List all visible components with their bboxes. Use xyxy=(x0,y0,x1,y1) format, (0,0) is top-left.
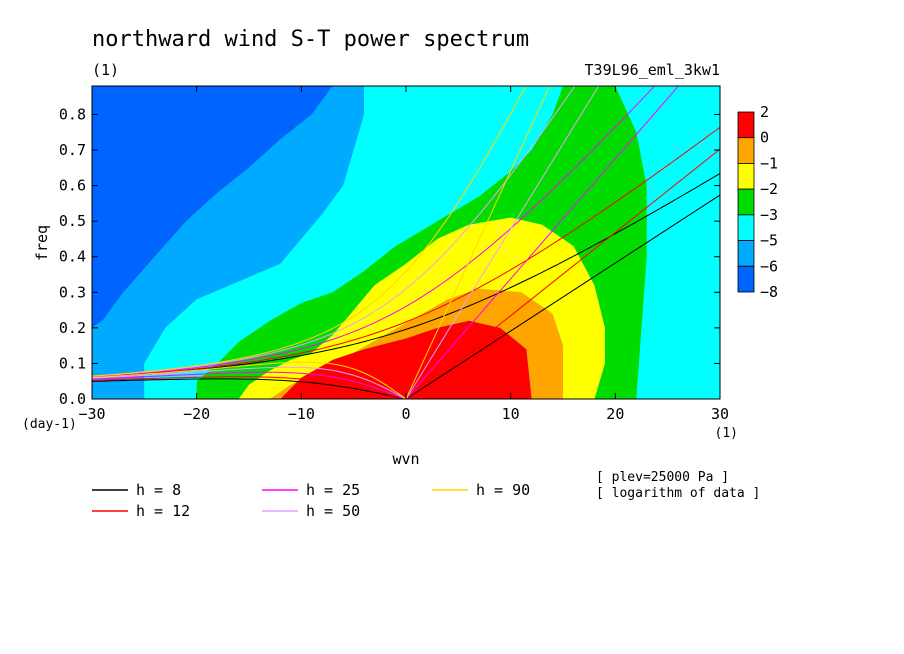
contour-region-5 xyxy=(269,288,563,399)
rossby-wave-curve-0 xyxy=(92,378,407,399)
contour-region-4 xyxy=(238,217,605,399)
contour-region-2 xyxy=(144,86,564,399)
colorbar-swatch-2 xyxy=(737,163,755,190)
rossby-wave-curve-1 xyxy=(92,376,407,399)
mrg-wave-curve-1 xyxy=(92,126,720,378)
colorbar-swatch-6 xyxy=(737,265,755,293)
x-tick-label-1: −20 xyxy=(183,405,210,423)
colorbar-label-5: −5 xyxy=(760,232,778,250)
colorbar-swatch-4 xyxy=(737,214,755,241)
x-axis-unit: (1) xyxy=(715,426,738,441)
plot-area xyxy=(92,86,720,399)
kelvin-wave-curve-3 xyxy=(405,86,600,399)
colorbar-label-7: −8 xyxy=(760,283,778,301)
y-tick-label-5: 0.5 xyxy=(59,212,86,230)
chart-subtitle-left: (1) xyxy=(92,61,119,79)
y-tick-label-2: 0.2 xyxy=(59,319,86,337)
colorbar-swatch-0 xyxy=(737,111,755,139)
annotation-logarithm: [ logarithm of data ] xyxy=(596,486,760,501)
legend-label-3: h = 50 xyxy=(306,502,360,520)
annotation-plev: [ plev=25000 Pa ] xyxy=(596,470,729,485)
legend: h = 8 h = 12 h = 25 h = 50 h = 90 xyxy=(92,481,530,520)
contour-region-1 xyxy=(92,86,365,399)
kelvin-wave-curve-1 xyxy=(405,148,720,399)
y-axis-ticks: 0.0 0.1 0.2 0.3 0.4 0.5 0.6 0.7 0.8 xyxy=(59,105,720,408)
kelvin-wave-curve-2 xyxy=(405,86,680,399)
y-tick-label-4: 0.4 xyxy=(59,248,86,266)
contour-region-0 xyxy=(92,86,333,328)
rossby-wave-curve-3 xyxy=(92,366,407,399)
y-axis-unit: (day-1) xyxy=(22,417,77,432)
legend-label-2: h = 25 xyxy=(306,481,360,499)
x-tick-label-5: 20 xyxy=(606,405,624,423)
colorbar-label-6: −6 xyxy=(760,257,778,275)
colorbar-label-4: −3 xyxy=(760,206,778,224)
colorbar-swatch-1 xyxy=(737,137,755,164)
x-tick-label-0: −30 xyxy=(78,405,105,423)
legend-label-4: h = 90 xyxy=(476,481,530,499)
x-tick-label-6: 30 xyxy=(711,405,729,423)
y-tick-label-8: 0.8 xyxy=(59,105,86,123)
chart-subtitle-right: T39L96_eml_3kw1 xyxy=(585,61,720,79)
y-tick-label-6: 0.6 xyxy=(59,177,86,195)
dispersion-curves xyxy=(92,86,720,399)
colorbar-swatch-5 xyxy=(737,240,755,267)
contour-regions xyxy=(92,86,647,399)
kelvin-wave-curve-4 xyxy=(405,86,551,399)
chart-title: northward wind S-T power spectrum xyxy=(92,27,529,52)
mrg-wave-curve-3 xyxy=(92,86,576,377)
y-tick-label-7: 0.7 xyxy=(59,141,86,159)
rossby-wave-curve-4 xyxy=(92,361,407,399)
colorbar-label-1: 0 xyxy=(760,129,769,147)
x-tick-label-4: 10 xyxy=(502,405,520,423)
kelvin-wave-curve-0 xyxy=(405,194,720,399)
mrg-wave-curve-4 xyxy=(92,86,527,377)
y-tick-label-1: 0.1 xyxy=(59,354,86,372)
x-tick-label-2: −10 xyxy=(288,405,315,423)
colorbar-label-3: −2 xyxy=(760,180,778,198)
x-axis-ticks: −30 −20 −10 0 10 20 30 xyxy=(78,86,729,423)
mrg-wave-curve-2 xyxy=(92,86,656,378)
contour-region-3 xyxy=(196,86,647,399)
rossby-wave-curve-2 xyxy=(92,371,407,399)
legend-label-1: h = 12 xyxy=(136,502,190,520)
y-tick-label-3: 0.3 xyxy=(59,283,86,301)
y-tick-label-0: 0.0 xyxy=(59,390,86,408)
colorbar-swatch-3 xyxy=(737,188,755,216)
colorbar: 2 0 −1 −2 −3 −5 −6 −8 xyxy=(737,103,778,301)
y-axis-label: freq xyxy=(33,225,51,261)
x-axis-label: wvn xyxy=(392,450,419,468)
colorbar-label-2: −1 xyxy=(760,154,778,172)
x-tick-label-3: 0 xyxy=(401,405,410,423)
colorbar-label-0: 2 xyxy=(760,103,769,121)
legend-label-0: h = 8 xyxy=(136,481,181,499)
